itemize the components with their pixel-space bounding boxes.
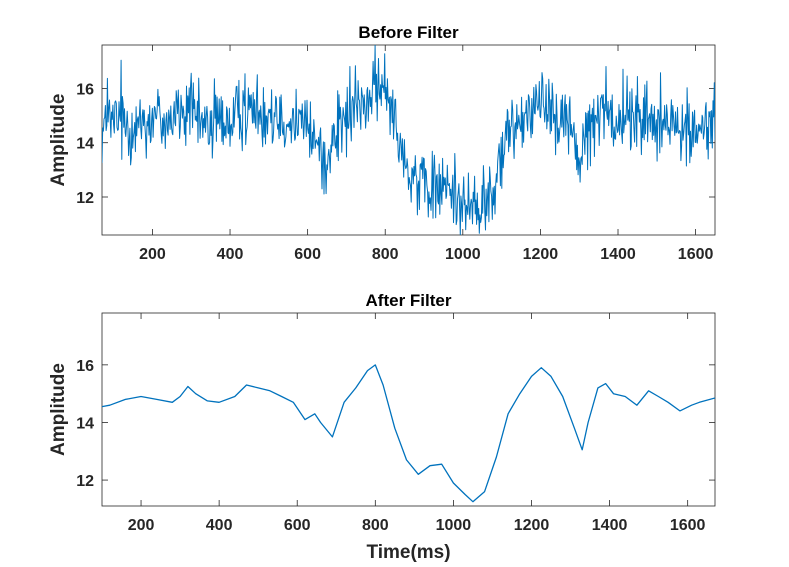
y-axis-label: Amplitude [48, 363, 69, 456]
x-tick-label: 1000 [436, 517, 472, 534]
plot-area [101, 312, 716, 507]
x-tick-label: 400 [217, 246, 244, 263]
y-tick-label: 14 [76, 415, 94, 432]
series-line-1 [102, 364, 715, 503]
x-tick-label: 800 [362, 517, 389, 534]
x-tick-label: 1200 [514, 517, 550, 534]
chart-title: After Filter [366, 291, 452, 310]
x-tick-label: 1400 [592, 517, 628, 534]
y-tick-label: 16 [76, 358, 94, 375]
x-axis-label: Time(ms) [366, 542, 450, 563]
x-tick-label: 1600 [678, 246, 714, 263]
x-tick-label: 200 [139, 246, 166, 263]
x-tick-label: 600 [284, 517, 311, 534]
x-tick-label: 1200 [523, 246, 559, 263]
x-tick-label: 1400 [600, 246, 636, 263]
x-tick-label: 200 [128, 517, 155, 534]
chart-after-filter: 200 400 600 800 1000 1200 1400 1600 12 14 16 After … [48, 291, 716, 563]
y-tick-label: 14 [76, 136, 94, 153]
chart-title: Before Filter [358, 23, 459, 42]
x-tick-label: 1600 [670, 517, 706, 534]
x-tick-label: 800 [372, 246, 399, 263]
y-tick-label: 16 [76, 81, 94, 98]
y-axis-label: Amplitude [48, 94, 69, 187]
y-tick-label: 12 [76, 190, 94, 207]
x-tick-label: 600 [294, 246, 321, 263]
x-tick-label: 400 [206, 517, 233, 534]
series-line-1 [102, 45, 715, 235]
y-tick-label: 12 [76, 473, 94, 490]
x-tick-label: 1000 [445, 246, 481, 263]
chart-before-filter: 200 400 600 800 1000 1200 1400 1600 12 14 16 Before… [48, 23, 716, 263]
